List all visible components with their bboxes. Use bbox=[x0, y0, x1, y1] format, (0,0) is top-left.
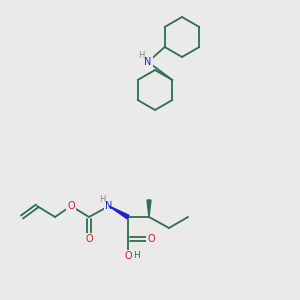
Text: N: N bbox=[144, 57, 152, 67]
Text: O: O bbox=[124, 251, 132, 261]
Text: O: O bbox=[85, 234, 93, 244]
Text: N: N bbox=[105, 201, 113, 211]
Text: H: H bbox=[99, 194, 105, 203]
Text: H: H bbox=[138, 50, 144, 59]
Polygon shape bbox=[109, 206, 129, 219]
Text: H: H bbox=[133, 251, 140, 260]
Text: O: O bbox=[147, 234, 155, 244]
Text: O: O bbox=[67, 201, 75, 211]
Polygon shape bbox=[147, 200, 151, 217]
